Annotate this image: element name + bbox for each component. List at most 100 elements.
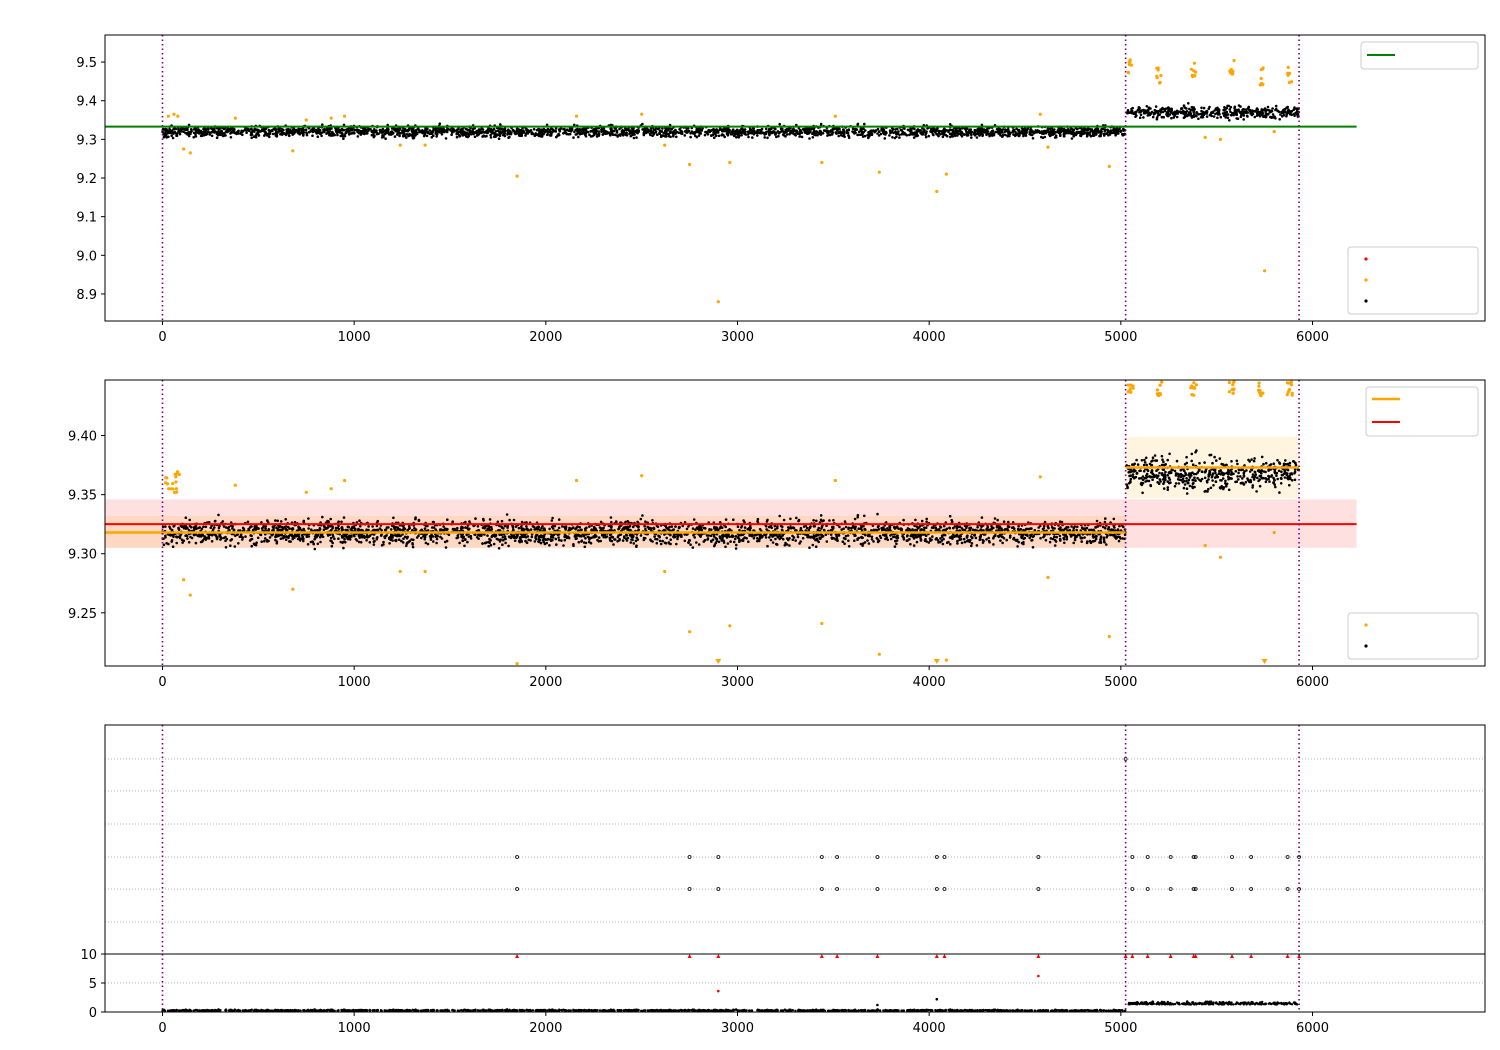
ok-point: [965, 134, 969, 137]
ok-point: [492, 135, 496, 139]
ok-point: [669, 131, 672, 135]
ok-point: [847, 527, 850, 531]
ok-point: [662, 131, 665, 135]
ok-point: [1130, 107, 1133, 111]
highlighted-point: [291, 149, 295, 153]
ok-point: [1200, 109, 1203, 113]
ok-point: [431, 535, 435, 538]
ok-point: [218, 131, 221, 135]
ok-point: [976, 525, 979, 529]
ok-point: [819, 131, 823, 134]
ok-point: [246, 520, 250, 524]
ok-point: [864, 129, 867, 132]
ok-point: [798, 135, 801, 138]
ok-point: [1008, 536, 1012, 539]
ok-point: [958, 525, 962, 529]
ok-point: [1136, 108, 1140, 112]
ok-point: [992, 537, 995, 540]
ok-point: [577, 131, 580, 135]
ok-point: [710, 539, 713, 543]
ok-point: [902, 518, 905, 522]
ok-point: [609, 127, 613, 130]
ok-point: [985, 133, 988, 137]
ok-point: [405, 136, 408, 139]
ok-point: [616, 134, 619, 137]
panel1-ytick-label: 9.2: [76, 172, 97, 187]
ok-point: [495, 133, 499, 136]
ok-point: [735, 128, 739, 132]
ok-point: [469, 537, 473, 540]
ok-point: [1055, 535, 1058, 539]
ok-point: [727, 131, 730, 134]
ok-point: [426, 130, 429, 134]
ok-point: [935, 133, 938, 136]
ok-point: [391, 536, 394, 539]
ok-point: [792, 526, 795, 530]
ok-point: [254, 136, 258, 139]
ok-point: [937, 134, 940, 138]
panel1-xtick-label: 5000: [1104, 330, 1137, 345]
ok-point: [396, 526, 400, 529]
ok-point: [417, 518, 421, 522]
ok-point: [912, 544, 916, 547]
ok-point: [893, 545, 897, 548]
ok-point: [1099, 538, 1102, 541]
ok-point: [481, 128, 485, 131]
ok-point: [878, 130, 881, 133]
ok-point: [247, 129, 251, 132]
ok-point: [298, 133, 302, 136]
ok-point: [801, 536, 805, 540]
ok-point: [481, 542, 484, 545]
ok-point: [414, 129, 418, 132]
ok-point: [795, 516, 798, 520]
ok-point: [922, 528, 926, 532]
ok-point: [489, 133, 492, 137]
ok-point: [258, 130, 262, 133]
ok-point: [777, 134, 780, 138]
ok-point: [1185, 114, 1189, 118]
ok-point: [679, 131, 683, 134]
ok-point: [1226, 104, 1229, 108]
ok-point: [886, 527, 889, 530]
ok-point: [372, 533, 376, 536]
ok-point: [467, 134, 471, 138]
ok-point: [593, 527, 596, 531]
ok-point: [584, 135, 588, 138]
ok-point: [434, 528, 438, 531]
ok-point: [756, 134, 759, 137]
ok-point: [1134, 112, 1137, 115]
ok-point: [595, 132, 598, 135]
ok-point: [663, 135, 667, 138]
ok-point: [595, 129, 598, 133]
ok-point: [241, 538, 244, 541]
ok-point: [597, 536, 601, 539]
ok-point: [274, 519, 277, 522]
ok-point: [715, 128, 719, 132]
ok-point: [489, 543, 493, 547]
ok-point: [1103, 520, 1107, 524]
highlighted-point: [820, 160, 824, 165]
ok-point: [768, 132, 771, 136]
ok-point: [498, 127, 501, 130]
ok-point: [664, 127, 668, 130]
ok-point: [743, 521, 746, 524]
ok-point: [898, 136, 901, 139]
panel1-ytick-label: 9.1: [76, 211, 97, 226]
ok-point: [997, 529, 1000, 532]
ok-point: [553, 129, 556, 133]
ok-point: [774, 537, 777, 541]
ok-point: [567, 129, 571, 132]
ok-point: [672, 132, 675, 135]
ok-point: [1201, 111, 1205, 115]
ok-point: [775, 135, 778, 139]
ok-point: [842, 132, 846, 136]
ok-point: [697, 134, 701, 137]
ok-point: [170, 134, 173, 137]
ok-point: [1139, 110, 1143, 113]
ok-point: [483, 135, 487, 138]
ok-point: [875, 129, 878, 132]
highlighted-point: [172, 112, 176, 116]
highlighted-point: [877, 170, 881, 174]
ok-point: [411, 545, 415, 549]
ok-point: [1126, 111, 1129, 115]
